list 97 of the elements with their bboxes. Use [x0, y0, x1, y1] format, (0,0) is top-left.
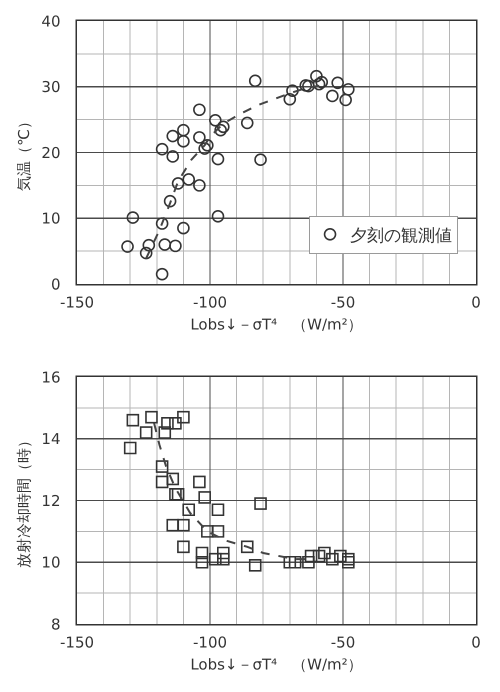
point — [193, 476, 206, 488]
point — [193, 179, 206, 192]
point — [201, 525, 214, 538]
x-tick-label: 0 — [471, 294, 481, 312]
point — [156, 142, 168, 156]
point — [169, 240, 182, 252]
point — [217, 552, 230, 566]
point — [212, 152, 224, 166]
point — [312, 550, 326, 562]
y-tick-label: 10 — [41, 210, 60, 228]
point — [196, 546, 208, 560]
point — [212, 503, 224, 516]
point — [124, 442, 136, 454]
x-tick-label: -50 — [330, 634, 356, 652]
point — [166, 518, 180, 532]
point — [209, 552, 222, 566]
point — [326, 552, 339, 566]
point — [158, 238, 172, 251]
y-tick-label: 16 — [41, 368, 60, 386]
y-axis-title: 放射冷却時間（時） — [14, 433, 33, 568]
point — [182, 503, 196, 516]
point — [182, 173, 196, 186]
point — [254, 497, 267, 510]
point — [339, 94, 352, 106]
point — [156, 460, 168, 473]
point — [158, 426, 172, 439]
point — [331, 76, 344, 90]
point — [156, 268, 168, 280]
point — [193, 131, 206, 144]
y-tick-label: 8 — [50, 615, 60, 634]
point — [214, 124, 227, 136]
point — [177, 135, 190, 148]
point — [198, 142, 211, 155]
y-tick-label: 12 — [41, 492, 60, 510]
point — [169, 417, 182, 430]
point — [164, 194, 176, 208]
point — [166, 150, 180, 163]
point — [284, 92, 296, 106]
y-tick-label: 14 — [41, 430, 60, 448]
point — [161, 417, 174, 430]
point — [254, 153, 267, 166]
point — [334, 550, 347, 562]
point — [326, 90, 339, 102]
point — [240, 116, 254, 130]
point — [177, 518, 190, 532]
point — [304, 550, 318, 562]
point — [140, 246, 152, 260]
point — [302, 80, 315, 92]
point — [126, 414, 140, 427]
point — [172, 177, 184, 190]
point — [177, 540, 190, 554]
point — [240, 540, 254, 554]
x-tick-label: -150 — [60, 294, 94, 312]
y-tick-label: 20 — [41, 144, 60, 162]
point — [342, 83, 355, 96]
point — [302, 556, 315, 569]
legend-label: 夕刻の観測値 — [350, 226, 452, 246]
point — [196, 556, 208, 569]
y-axis-title: 気温（℃） — [14, 114, 33, 191]
point — [142, 238, 156, 252]
point — [177, 124, 190, 136]
point — [209, 114, 222, 127]
point — [126, 211, 140, 224]
point — [177, 222, 190, 234]
x-tick-label: -100 — [192, 634, 228, 652]
point — [299, 79, 312, 92]
point — [166, 130, 180, 142]
point — [198, 491, 211, 504]
point — [166, 472, 180, 486]
x-tick-label: -150 — [60, 634, 94, 652]
point — [140, 426, 152, 439]
point — [177, 410, 190, 424]
point — [193, 103, 206, 116]
x-axis-title: Lobs↓－σT⁴ （W/m²） — [190, 315, 363, 334]
y-tick-label: 40 — [41, 12, 60, 30]
point — [145, 410, 158, 424]
point — [286, 84, 299, 97]
point — [318, 546, 331, 560]
point — [248, 559, 262, 572]
x-tick-label: -50 — [330, 294, 356, 312]
point — [310, 70, 323, 83]
point — [217, 546, 230, 560]
y-tick-label: 10 — [41, 554, 60, 572]
y-tick-label: 30 — [41, 78, 60, 96]
y-tick-label: 0 — [50, 275, 60, 294]
x-tick-label: -100 — [192, 294, 228, 312]
x-axis-title: Lobs↓－σT⁴ （W/m²） — [190, 655, 363, 674]
point — [212, 525, 224, 538]
point — [342, 552, 355, 566]
point — [156, 217, 168, 230]
point — [201, 138, 214, 152]
x-tick-label: 0 — [471, 634, 481, 652]
point — [156, 476, 168, 488]
point — [217, 120, 230, 134]
point — [212, 210, 224, 223]
point — [121, 240, 134, 253]
point — [248, 74, 262, 88]
